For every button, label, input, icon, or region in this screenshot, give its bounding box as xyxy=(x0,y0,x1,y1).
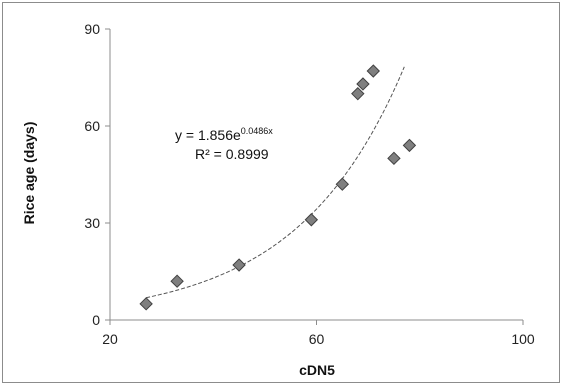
tick-labels: 0 30 60 90 20 60 100 xyxy=(84,21,534,347)
x-tick-label: 100 xyxy=(511,331,535,347)
data-point xyxy=(335,177,350,191)
data-point xyxy=(402,138,417,153)
chart-frame: 0 30 60 90 20 60 100 y = 1.856e0.0486x R² = 0.… xyxy=(2,2,560,383)
data-point xyxy=(356,77,370,91)
equation-base: y = 1.856e xyxy=(175,127,241,143)
y-tick-label: 60 xyxy=(84,118,100,134)
data-point xyxy=(170,274,184,288)
trendline-layer xyxy=(145,66,405,299)
y-axis-title: Rice age (days) xyxy=(21,122,37,225)
y-tick-label: 30 xyxy=(84,215,100,231)
data-point xyxy=(139,297,153,311)
scatter-chart: 0 30 60 90 20 60 100 y = 1.856e0.0486x R² = 0.… xyxy=(21,21,535,378)
data-points xyxy=(139,64,417,311)
data-point xyxy=(304,213,319,227)
x-tick-label: 20 xyxy=(102,331,118,347)
data-point xyxy=(351,86,365,101)
data-point xyxy=(232,258,246,272)
data-point xyxy=(387,151,401,166)
x-tick-label: 60 xyxy=(309,331,325,347)
r-squared-label: R² = 0.8999 xyxy=(195,146,269,162)
y-tick-label: 90 xyxy=(84,21,100,37)
y-tick-label: 0 xyxy=(92,312,100,328)
data-point xyxy=(366,64,380,78)
trendline-equation: y = 1.856e0.0486x xyxy=(175,126,273,143)
trendline xyxy=(145,66,405,299)
x-axis-title: cDN5 xyxy=(299,362,335,378)
equation-exponent: 0.0486x xyxy=(241,126,274,136)
axes xyxy=(105,28,524,325)
